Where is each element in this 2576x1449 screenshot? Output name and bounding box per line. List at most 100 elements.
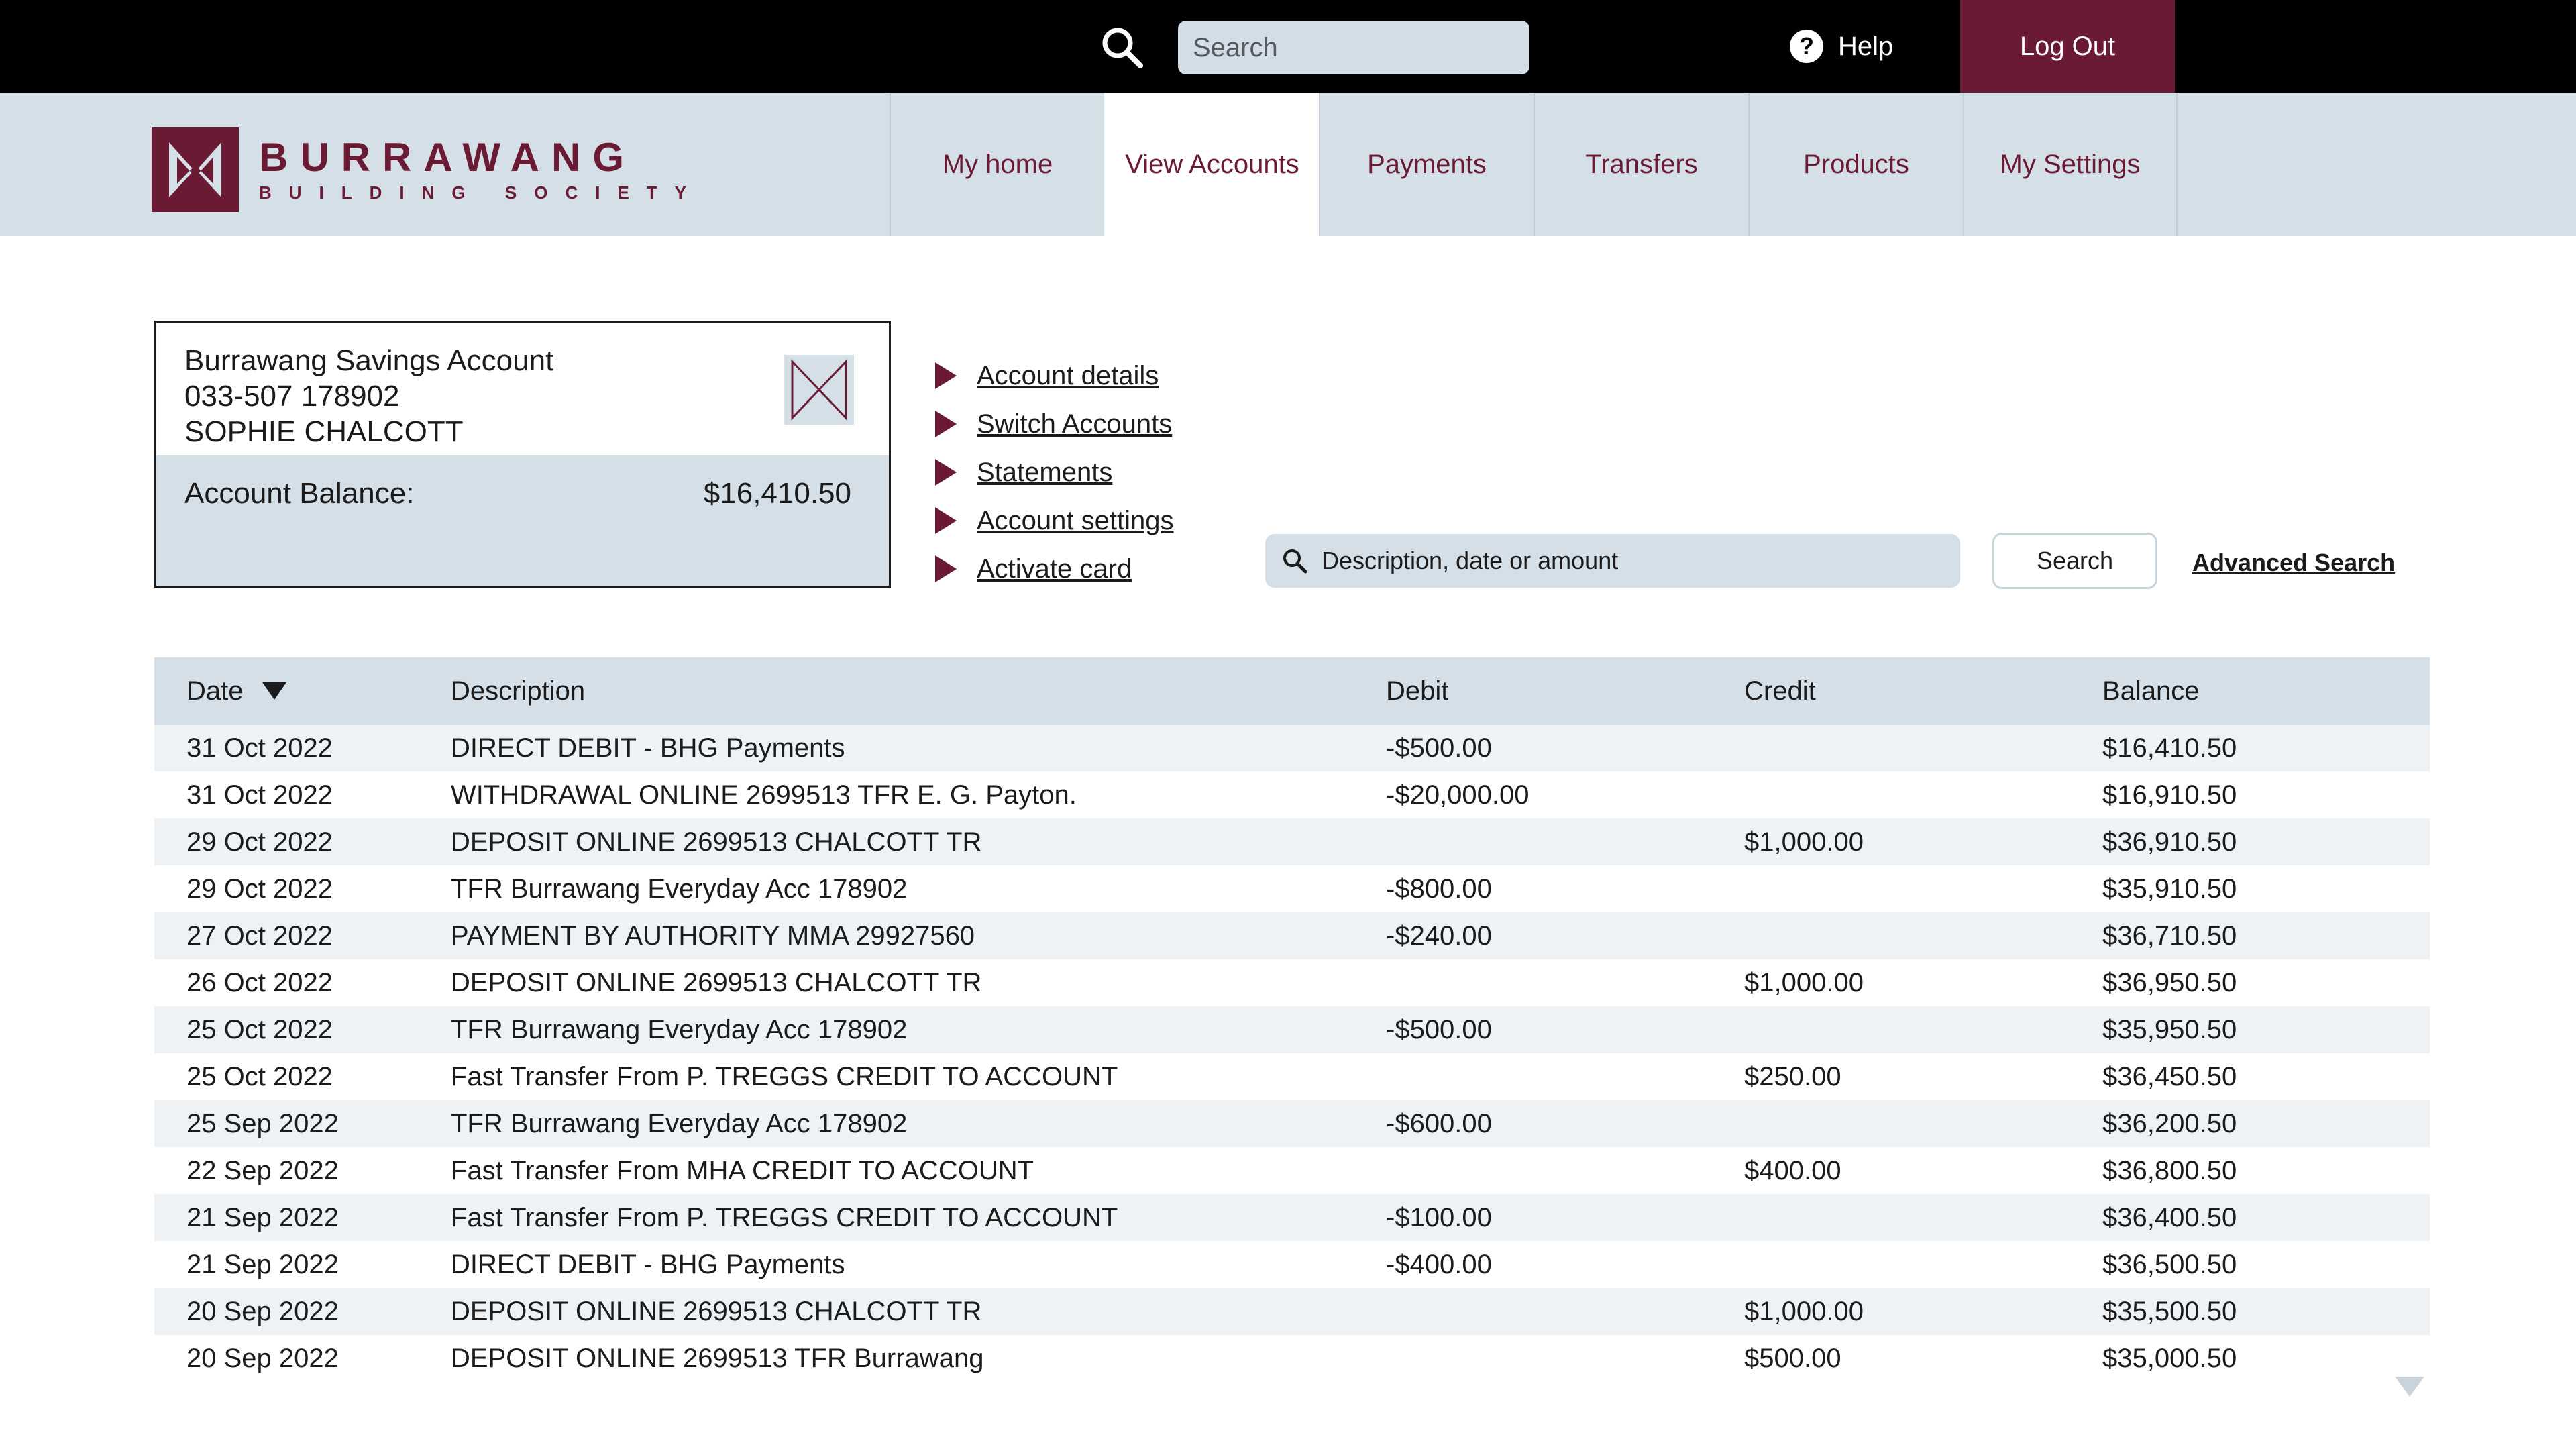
- cell-description: TFR Burrawang Everyday Acc 178902: [451, 873, 908, 904]
- cell-date: 31 Oct 2022: [186, 780, 333, 810]
- cell-description: DIRECT DEBIT - BHG Payments: [451, 1249, 845, 1279]
- table-row[interactable]: 29 Oct 2022 TFR Burrawang Everyday Acc 17…: [154, 865, 2430, 912]
- tab-view-accounts[interactable]: View Accounts: [1104, 93, 1319, 236]
- cell-debit: -$500.00: [1386, 1014, 1492, 1044]
- tab-my-home[interactable]: My home: [890, 93, 1104, 236]
- account-number: 033-507 178902: [184, 380, 400, 413]
- cell-balance: $16,910.50: [2102, 780, 2237, 810]
- switch-accounts-link[interactable]: Switch Accounts: [935, 400, 1174, 448]
- cell-balance: $36,710.50: [2102, 920, 2237, 951]
- logout-button[interactable]: Log Out: [1960, 0, 2175, 93]
- tab-label: Products: [1803, 149, 1909, 179]
- cell-date: 20 Sep 2022: [186, 1296, 339, 1326]
- tab-label: Payments: [1367, 149, 1487, 179]
- table-row[interactable]: 21 Sep 2022 DIRECT DEBIT - BHG Payments -$…: [154, 1241, 2430, 1288]
- table-row[interactable]: 25 Oct 2022 TFR Burrawang Everyday Acc 17…: [154, 1006, 2430, 1053]
- cell-debit: -$240.00: [1386, 920, 1492, 951]
- cell-balance: $35,000.50: [2102, 1343, 2237, 1373]
- transaction-search-input[interactable]: [1322, 534, 1945, 588]
- global-search-input[interactable]: [1178, 21, 1529, 74]
- table-row[interactable]: 31 Oct 2022 WITHDRAWAL ONLINE 2699513 TFR…: [154, 771, 2430, 818]
- advanced-search-link[interactable]: Advanced Search: [2192, 549, 2396, 576]
- table-header: Date Description Debit Credit Balance: [154, 657, 2430, 724]
- table-row[interactable]: 27 Oct 2022 PAYMENT BY AUTHORITY MMA 2992…: [154, 912, 2430, 959]
- triangle-right-icon: [935, 411, 957, 437]
- tab-label: My home: [942, 149, 1053, 179]
- cell-balance: $36,200.50: [2102, 1108, 2237, 1138]
- brand-subtitle: BUILDING SOCIETY: [259, 182, 704, 203]
- table-row[interactable]: 20 Sep 2022 DEPOSIT ONLINE 2699513 CHALCO…: [154, 1288, 2430, 1335]
- search-icon[interactable]: [1099, 24, 1146, 71]
- header-label: Description: [451, 676, 586, 706]
- balance-panel: Account Balance: $16,410.50: [156, 455, 889, 586]
- header-label: Debit: [1386, 676, 1449, 706]
- cell-date: 26 Oct 2022: [186, 967, 333, 998]
- account-details-link[interactable]: Account details: [935, 352, 1174, 400]
- tab-transfers[interactable]: Transfers: [1534, 93, 1748, 236]
- cell-debit: -$800.00: [1386, 873, 1492, 904]
- cell-balance: $16,410.50: [2102, 733, 2237, 763]
- triangle-right-icon: [935, 555, 957, 582]
- column-header-description: Description: [451, 657, 585, 724]
- header-label: Date: [186, 676, 244, 706]
- tab-label: Transfers: [1585, 149, 1698, 179]
- cell-balance: $36,950.50: [2102, 967, 2237, 998]
- table-row[interactable]: 20 Sep 2022 DEPOSIT ONLINE 2699513 TFR Bu…: [154, 1335, 2430, 1382]
- cell-description: PAYMENT BY AUTHORITY MMA 29927560: [451, 920, 975, 951]
- cell-description: DEPOSIT ONLINE 2699513 TFR Burrawang: [451, 1343, 984, 1373]
- balance-value: $16,410.50: [703, 477, 851, 510]
- cell-description: Fast Transfer From P. TREGGS CREDIT TO A…: [451, 1202, 1118, 1232]
- brand-logo[interactable]: BURRAWANG BUILDING SOCIETY: [152, 127, 704, 212]
- cell-date: 21 Sep 2022: [186, 1202, 339, 1232]
- cell-debit: -$500.00: [1386, 733, 1492, 763]
- cell-debit: -$20,000.00: [1386, 780, 1529, 810]
- account-settings-link[interactable]: Account settings: [935, 496, 1174, 545]
- cell-balance: $36,450.50: [2102, 1061, 2237, 1091]
- triangle-right-icon: [935, 362, 957, 389]
- transaction-search-box: [1265, 534, 1960, 588]
- search-button[interactable]: Search: [1992, 533, 2157, 589]
- statements-link[interactable]: Statements: [935, 448, 1174, 496]
- cell-credit: $1,000.00: [1744, 967, 1864, 998]
- table-row[interactable]: 29 Oct 2022 DEPOSIT ONLINE 2699513 CHALCO…: [154, 818, 2430, 865]
- cell-credit: $1,000.00: [1744, 826, 1864, 857]
- sort-descending-icon[interactable]: [262, 682, 286, 700]
- column-header-date[interactable]: Date: [186, 657, 286, 724]
- cell-date: 27 Oct 2022: [186, 920, 333, 951]
- cell-balance: $36,500.50: [2102, 1249, 2237, 1279]
- cell-balance: $36,800.50: [2102, 1155, 2237, 1185]
- brand-name: BURRAWANG: [259, 135, 636, 180]
- table-row[interactable]: 25 Oct 2022 Fast Transfer From P. TREGGS …: [154, 1053, 2430, 1100]
- scroll-down-icon[interactable]: [2395, 1377, 2424, 1397]
- cell-description: TFR Burrawang Everyday Acc 178902: [451, 1108, 908, 1138]
- cell-date: 21 Sep 2022: [186, 1249, 339, 1279]
- help-link[interactable]: ? Help: [1790, 25, 1893, 67]
- cell-date: 25 Oct 2022: [186, 1061, 333, 1091]
- table-row[interactable]: 25 Sep 2022 TFR Burrawang Everyday Acc 17…: [154, 1100, 2430, 1147]
- cell-description: DIRECT DEBIT - BHG Payments: [451, 733, 845, 763]
- column-header-credit: Credit: [1744, 657, 1816, 724]
- cell-description: DEPOSIT ONLINE 2699513 CHALCOTT TR: [451, 967, 982, 998]
- table-row[interactable]: 22 Sep 2022 Fast Transfer From MHA CREDIT…: [154, 1147, 2430, 1194]
- tab-products[interactable]: Products: [1748, 93, 1963, 236]
- cell-date: 29 Oct 2022: [186, 873, 333, 904]
- tab-payments[interactable]: Payments: [1319, 93, 1534, 236]
- account-summary-card: Burrawang Savings Account 033-507 178902…: [154, 321, 891, 588]
- help-label: Help: [1838, 31, 1894, 61]
- activate-card-link[interactable]: Activate card: [935, 545, 1174, 593]
- transactions-table: Date Description Debit Credit Balance 31…: [154, 657, 2430, 1382]
- cell-balance: $35,500.50: [2102, 1296, 2237, 1326]
- cell-credit: $500.00: [1744, 1343, 1841, 1373]
- logout-label: Log Out: [2019, 31, 2116, 61]
- cell-date: 22 Sep 2022: [186, 1155, 339, 1185]
- cell-balance: $36,400.50: [2102, 1202, 2237, 1232]
- tab-label: My Settings: [2000, 149, 2141, 179]
- table-row[interactable]: 31 Oct 2022 DIRECT DEBIT - BHG Payments -$…: [154, 724, 2430, 771]
- cell-debit: -$400.00: [1386, 1249, 1492, 1279]
- cell-description: Fast Transfer From P. TREGGS CREDIT TO A…: [451, 1061, 1118, 1091]
- table-row[interactable]: 21 Sep 2022 Fast Transfer From P. TREGGS …: [154, 1194, 2430, 1241]
- table-row[interactable]: 26 Oct 2022 DEPOSIT ONLINE 2699513 CHALCO…: [154, 959, 2430, 1006]
- cell-description: DEPOSIT ONLINE 2699513 CHALCOTT TR: [451, 826, 982, 857]
- tab-my-settings[interactable]: My Settings: [1963, 93, 2178, 236]
- link-label: Statements: [977, 457, 1113, 487]
